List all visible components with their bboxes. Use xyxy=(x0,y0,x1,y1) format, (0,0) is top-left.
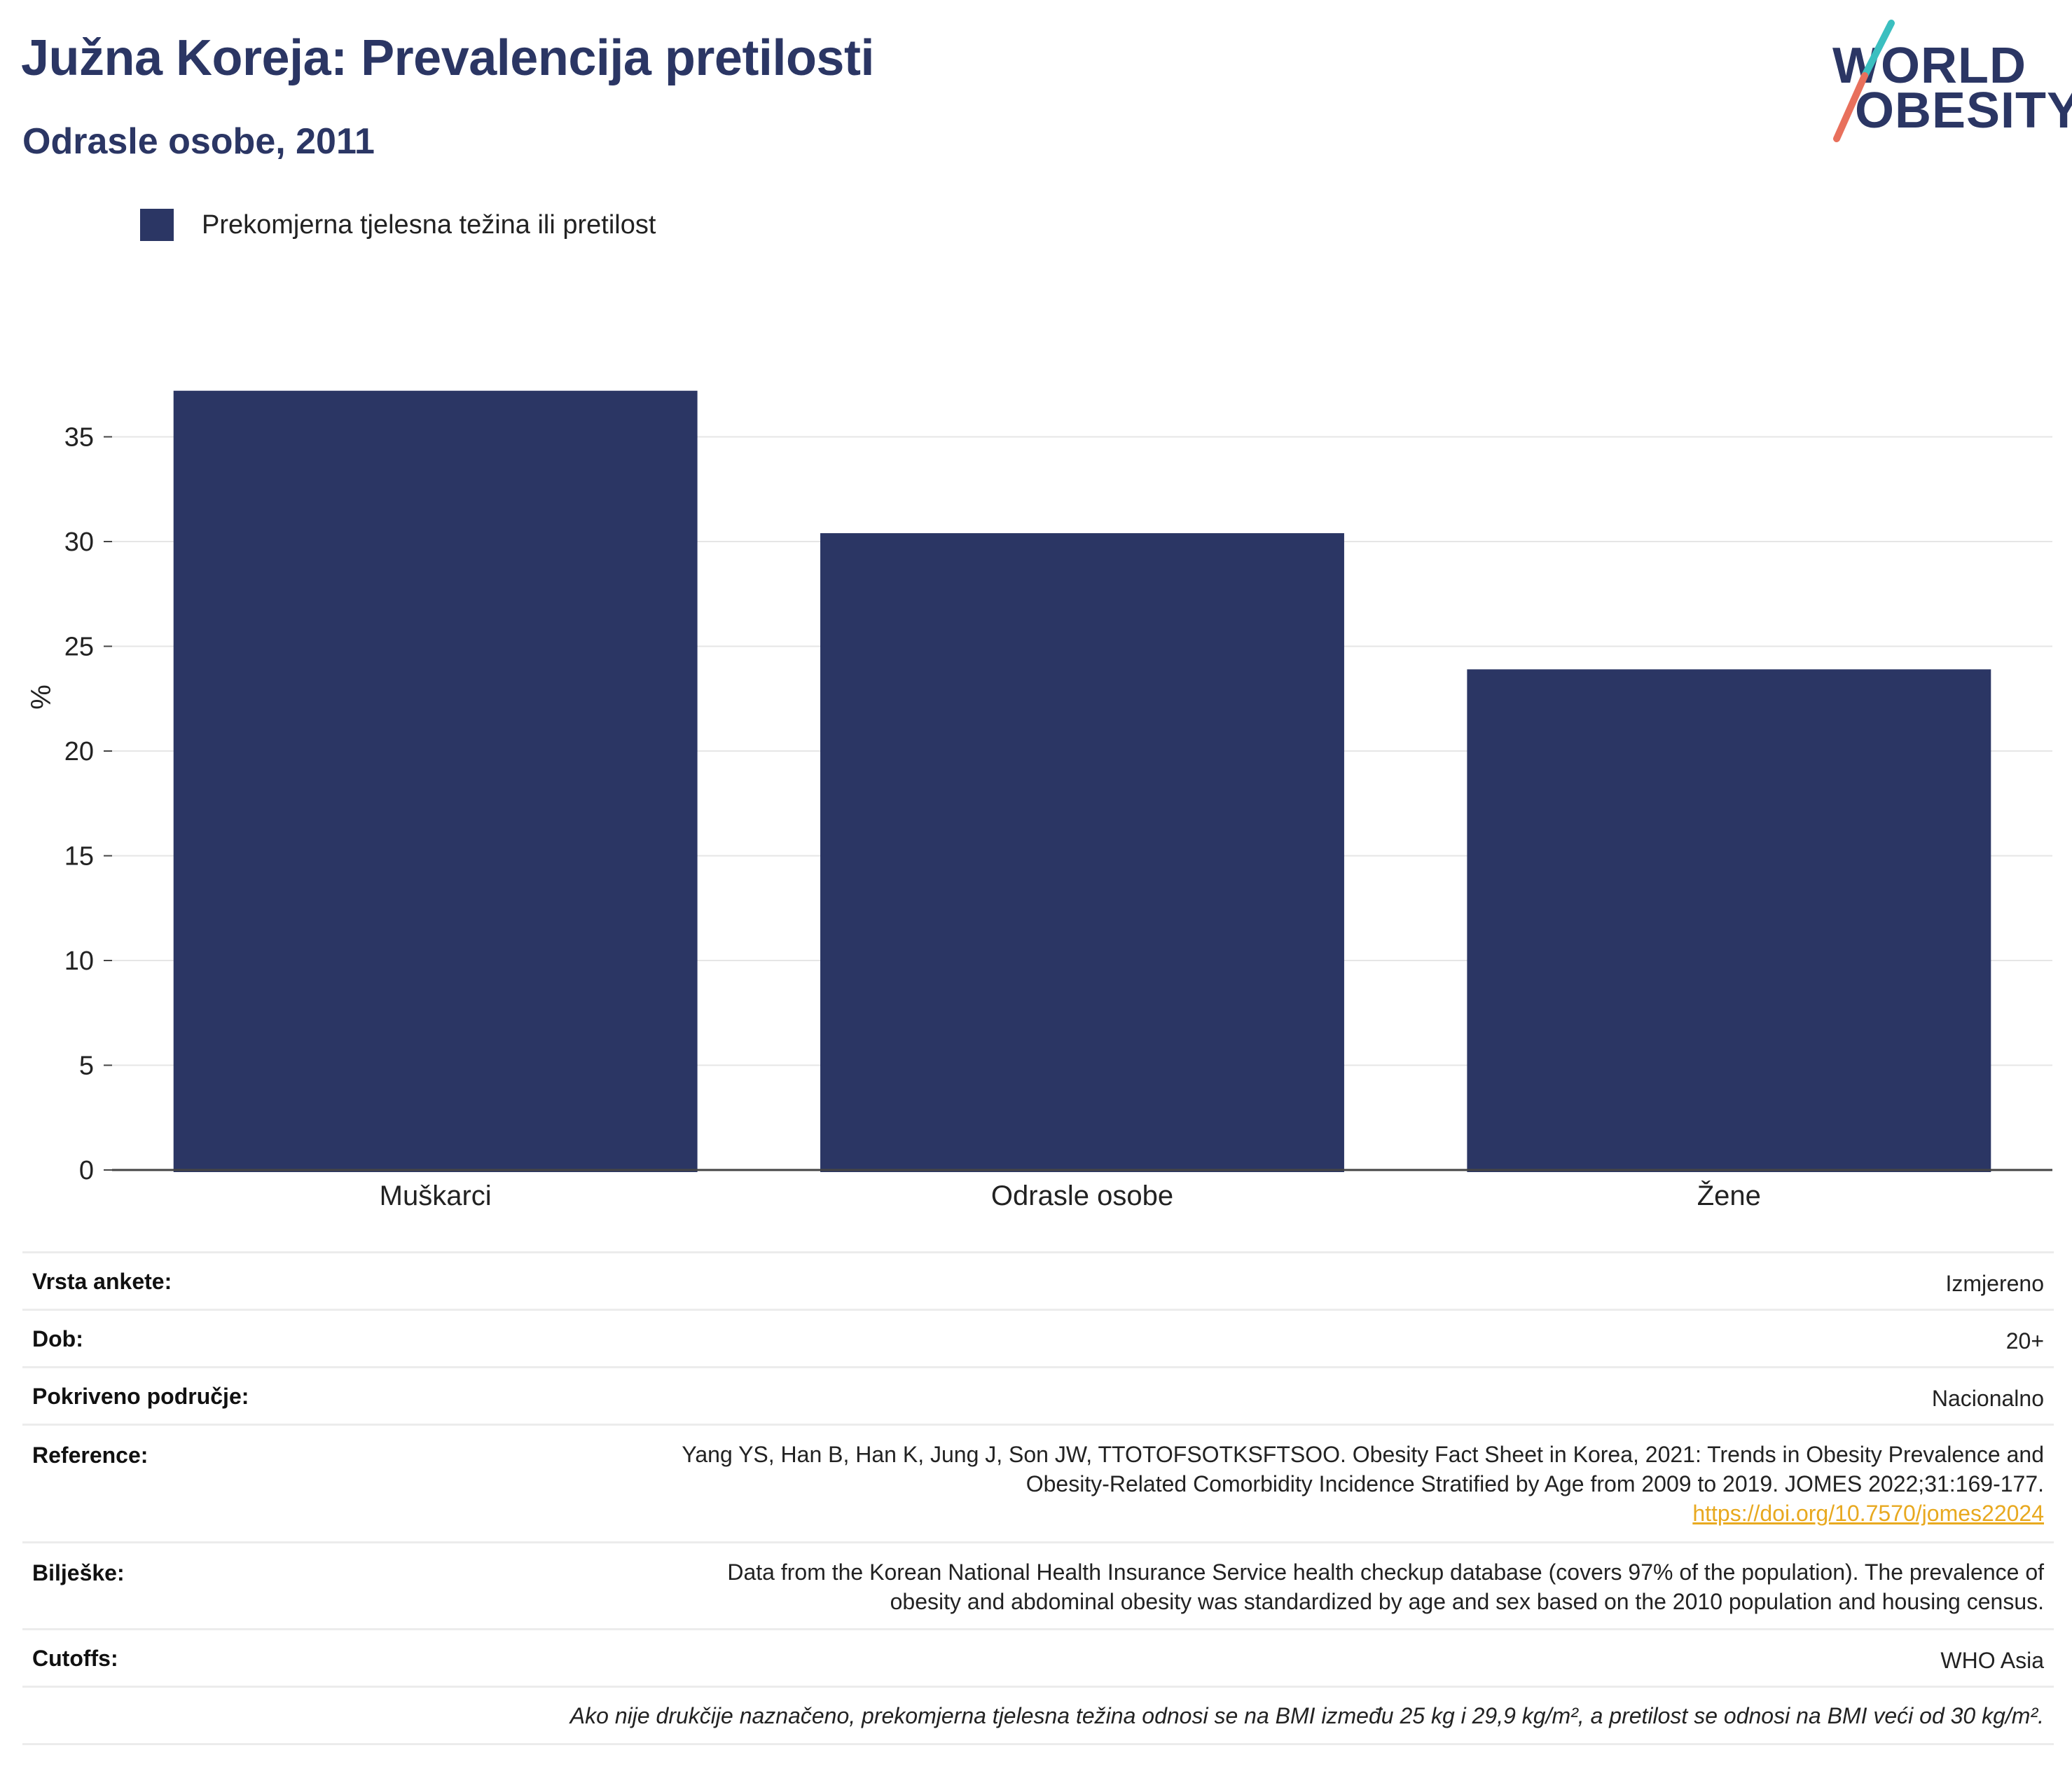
legend-label: Prekomjerna tjelesna težina ili pretilos… xyxy=(202,209,656,240)
legend-swatch xyxy=(140,209,174,241)
info-row-footnote: Ako nije drukčije naznačeno, prekomjerna… xyxy=(22,1686,2054,1745)
chart-legend: Prekomjerna tjelesna težina ili pretilos… xyxy=(140,209,656,241)
y-tick-label: 20 xyxy=(64,737,94,766)
notes-text: Data from the Korean National Health Ins… xyxy=(462,1541,2054,1630)
reference-link[interactable]: https://doi.org/10.7570/jomes22024 xyxy=(1692,1501,2044,1526)
x-tick-label: Žene xyxy=(1697,1180,1761,1211)
info-label: Dob: xyxy=(22,1309,462,1368)
bar xyxy=(1467,669,1991,1172)
y-tick-label: 25 xyxy=(64,633,94,662)
info-row-reference: Reference: Yang YS, Han B, Han K, Jung J… xyxy=(22,1424,2054,1543)
logo-slash-icon xyxy=(1833,20,1895,142)
y-tick-label: 5 xyxy=(79,1052,94,1081)
y-axis-label: % xyxy=(26,684,57,710)
info-label: Reference: xyxy=(22,1424,462,1543)
info-table: Vrsta ankete: Izmjereno Dob: 20+ Pokrive… xyxy=(22,1251,2054,1745)
y-tick-label: 0 xyxy=(79,1156,94,1185)
notes-line-2: obesity and abdominal obesity was standa… xyxy=(890,1589,2044,1614)
bar-chart: 0 5 10 15 20 25 30 35% Muškarci Odrasle osobe Žene xyxy=(26,390,2052,1211)
y-tick-label: 10 xyxy=(64,946,94,976)
bar xyxy=(820,533,1344,1172)
reference-line-2: Obesity-Related Comorbidity Incidence St… xyxy=(1025,1471,2044,1496)
info-label: Pokriveno područje: xyxy=(22,1366,462,1425)
info-label: Bilješke: xyxy=(22,1541,462,1630)
page-subtitle: Odrasle osobe, 2011 xyxy=(22,121,375,162)
y-tick-label: 30 xyxy=(64,528,94,557)
info-value: Nacionalno xyxy=(462,1366,2054,1425)
info-value: Izmjereno xyxy=(462,1251,2054,1310)
notes-line-1: Data from the Korean National Health Ins… xyxy=(727,1560,2044,1585)
info-label: Cutoffs: xyxy=(22,1628,462,1687)
info-value: WHO Asia xyxy=(462,1628,2054,1687)
info-row-cutoffs: Cutoffs: WHO Asia xyxy=(22,1628,2054,1687)
x-tick-label: Odrasle osobe xyxy=(991,1180,1173,1211)
y-tick-label: 15 xyxy=(64,842,94,872)
info-label: Vrsta ankete: xyxy=(22,1251,462,1310)
footnote: Ako nije drukčije naznačeno, prekomjerna… xyxy=(22,1686,2054,1745)
x-tick-label: Muškarci xyxy=(380,1180,492,1211)
info-row-coverage: Pokriveno područje: Nacionalno xyxy=(22,1366,2054,1425)
info-value: 20+ xyxy=(462,1309,2054,1368)
bar xyxy=(173,390,698,1172)
reference-text: Yang YS, Han B, Han K, Jung J, Son JW, T… xyxy=(462,1424,2054,1543)
page-title: Južna Koreja: Prevalencija pretilosti xyxy=(21,30,874,86)
info-row-survey-type: Vrsta ankete: Izmjereno xyxy=(22,1251,2054,1310)
info-row-notes: Bilješke: Data from the Korean National … xyxy=(22,1541,2054,1630)
world-obesity-logo: WORLD OBESITY xyxy=(1821,20,2072,153)
info-row-age: Dob: 20+ xyxy=(22,1309,2054,1368)
logo-word-2: OBESITY xyxy=(1855,83,2072,139)
reference-line-1: Yang YS, Han B, Han K, Jung J, Son JW, T… xyxy=(682,1442,2044,1467)
y-tick-label: 35 xyxy=(64,423,94,453)
